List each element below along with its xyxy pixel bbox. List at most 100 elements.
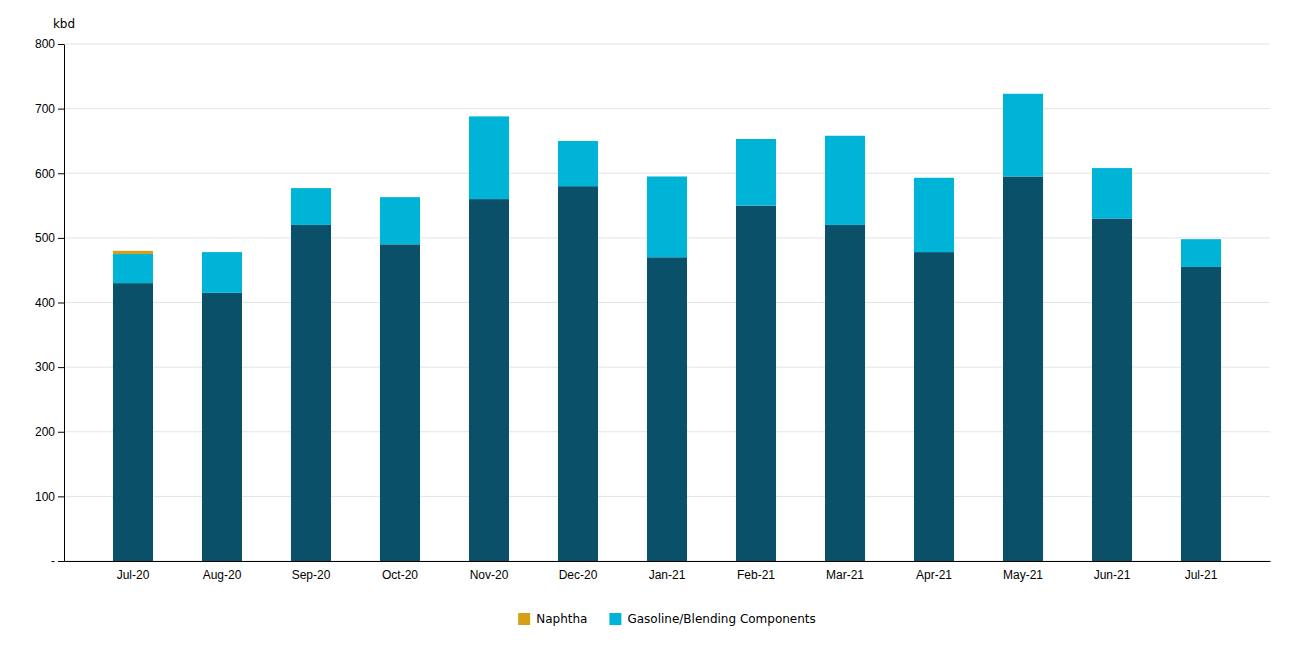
y-tick: 700	[35, 102, 64, 116]
bar	[1003, 176, 1043, 561]
grid-line	[64, 44, 1270, 45]
bar-series	[113, 251, 153, 254]
y-tick-label: 800	[35, 37, 55, 51]
y-tick-label: 700	[35, 102, 55, 116]
bar	[202, 293, 242, 561]
y-tick-mark	[58, 109, 64, 110]
x-tick: Jun-21	[1094, 568, 1131, 582]
bar-series	[113, 176, 1221, 561]
bar	[914, 178, 954, 252]
x-tick: Jan-21	[649, 568, 686, 582]
bar	[825, 136, 865, 225]
y-tick: 600	[35, 167, 64, 181]
bar	[914, 252, 954, 561]
legend: Naphtha Gasoline/Blending Components	[518, 612, 816, 626]
y-tick-label: 300	[35, 360, 55, 374]
x-tick: Nov-20	[470, 568, 509, 582]
bar	[1092, 218, 1132, 561]
x-axis-line	[65, 561, 1271, 562]
y-tick-label: 600	[35, 167, 55, 181]
bar	[1181, 239, 1221, 267]
x-tick-label: Nov-20	[470, 568, 509, 582]
bar	[1092, 168, 1132, 169]
y-tick-mark	[58, 173, 64, 174]
bar	[914, 177, 954, 178]
bar	[380, 244, 420, 561]
legend-item: Gasoline/Blending Components	[609, 612, 815, 626]
bar	[647, 176, 687, 177]
legend-label: Gasoline/Blending Components	[627, 612, 815, 626]
bar	[469, 199, 509, 561]
x-tick: May-21	[1003, 568, 1043, 582]
y-tick: 500	[35, 231, 64, 245]
x-tick: Mar-21	[826, 568, 864, 582]
bar	[380, 197, 420, 198]
plot-area: - 100 200 300 400 500 600 700 800 Jul-20 Aug-20 Sep…	[35, 37, 1271, 581]
grid	[64, 44, 1270, 561]
y-axis-line	[64, 45, 65, 562]
bar	[469, 116, 509, 199]
y-tick-label: 500	[35, 231, 55, 245]
y-tick: 800	[35, 37, 64, 51]
bar	[647, 257, 687, 561]
x-tick: Aug-20	[203, 568, 242, 582]
bar	[202, 252, 242, 253]
bar	[825, 225, 865, 561]
bars	[113, 94, 1221, 561]
y-tick-mark	[58, 367, 64, 368]
bar	[736, 206, 776, 561]
bar	[113, 283, 153, 561]
bar	[1092, 168, 1132, 218]
y-tick-label: 400	[35, 296, 55, 310]
bar	[1003, 94, 1043, 177]
bar	[558, 140, 598, 141]
x-tick: Dec-20	[559, 568, 598, 582]
legend-swatch	[518, 613, 530, 625]
bar	[647, 176, 687, 257]
y-tick: -	[51, 554, 64, 568]
bar	[291, 188, 331, 189]
y-tick: 400	[35, 296, 64, 310]
y-tick-mark	[58, 238, 64, 239]
x-tick-label: May-21	[1003, 568, 1043, 582]
x-tick-label: Dec-20	[559, 568, 598, 582]
x-tick-label: Sep-20	[292, 568, 331, 582]
x-tick-label: Jul-20	[117, 568, 150, 582]
x-tick-label: Oct-20	[382, 568, 418, 582]
bar	[291, 225, 331, 561]
bar	[558, 141, 598, 186]
bar	[558, 186, 598, 561]
x-tick-label: Feb-21	[737, 568, 775, 582]
y-tick-mark	[58, 303, 64, 304]
chart: - 100 200 300 400 500 600 700 800 Jul-20 Aug-20 Sep…	[0, 0, 1294, 647]
y-axis-title: kbd	[53, 17, 75, 31]
x-tick-label: Apr-21	[916, 568, 952, 582]
bar-series	[113, 94, 1221, 293]
bar	[202, 252, 242, 293]
y-tick: 300	[35, 360, 64, 374]
bar	[469, 116, 509, 117]
x-tick-label: Mar-21	[826, 568, 864, 582]
x-tick-label: Jul-21	[1185, 568, 1218, 582]
y-tick-mark	[58, 496, 64, 497]
x-tick: Oct-20	[382, 568, 418, 582]
bar	[1181, 267, 1221, 561]
bar	[1003, 93, 1043, 94]
x-tick: Sep-20	[292, 568, 331, 582]
bar	[736, 138, 776, 139]
y-tick-mark	[58, 44, 64, 45]
x-tick-label: Aug-20	[203, 568, 242, 582]
bar	[113, 254, 153, 283]
y-tick-label: 100	[35, 490, 55, 504]
legend-item: Naphtha	[518, 612, 587, 626]
x-axis: Jul-20 Aug-20 Sep-20 Oct-20 Nov-20 Dec-20 Jan-…	[65, 562, 1271, 582]
y-tick-label: 200	[35, 425, 55, 439]
x-tick-label: Jan-21	[649, 568, 686, 582]
x-tick-label: Jun-21	[1094, 568, 1131, 582]
legend-label: Naphtha	[536, 612, 587, 626]
legend-swatch	[609, 613, 621, 625]
bar	[825, 135, 865, 136]
x-tick: Apr-21	[916, 568, 952, 582]
y-tick: 200	[35, 425, 64, 439]
x-tick: Jul-20	[117, 568, 150, 582]
